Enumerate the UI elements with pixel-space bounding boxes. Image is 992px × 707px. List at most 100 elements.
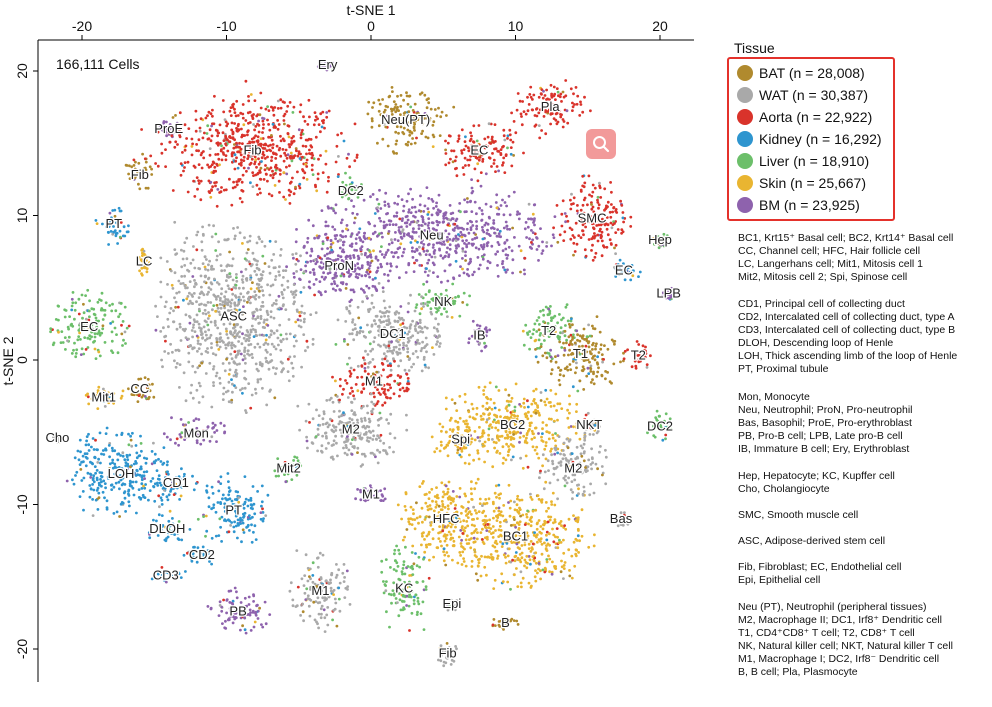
cell-point	[201, 312, 205, 315]
cell-point	[402, 209, 405, 213]
cell-point	[137, 255, 141, 259]
cell-point	[231, 257, 235, 261]
cell-point	[413, 102, 417, 106]
cell-point	[199, 117, 203, 121]
cell-point	[471, 224, 475, 227]
cell-point	[375, 198, 379, 201]
cell-point	[199, 329, 203, 332]
cell-point	[453, 226, 457, 230]
cell-point	[180, 265, 184, 269]
cell-point	[380, 245, 383, 249]
cell-point	[290, 290, 293, 294]
cell-point	[77, 335, 81, 338]
cell-point	[216, 306, 220, 310]
cell-point	[266, 166, 269, 170]
cell-point	[522, 151, 525, 155]
cell-point	[430, 255, 434, 259]
cell-point	[165, 120, 168, 124]
cell-point	[367, 417, 371, 421]
cell-point	[620, 271, 623, 275]
cell-point	[381, 98, 384, 101]
cell-point	[542, 115, 546, 118]
cell-point	[459, 455, 463, 459]
cell-point	[207, 223, 211, 227]
cell-point	[224, 154, 228, 158]
cell-point	[395, 214, 399, 218]
cell-point	[351, 269, 355, 273]
cell-point	[308, 148, 311, 152]
cell-point	[97, 350, 101, 354]
cell-point	[489, 205, 493, 209]
cell-point	[542, 89, 545, 93]
cell-point	[526, 331, 529, 335]
cell-point	[241, 274, 245, 278]
cell-point	[284, 308, 288, 311]
cell-point	[591, 343, 594, 347]
cell-point	[597, 366, 600, 370]
cell-point	[348, 356, 351, 360]
cell-point	[90, 335, 93, 339]
cell-point	[406, 350, 410, 354]
cell-point	[84, 443, 88, 447]
cell-point	[560, 346, 564, 349]
cell-point	[230, 346, 234, 350]
cell-point	[381, 137, 385, 141]
cell-point	[431, 133, 435, 137]
cell-point	[257, 130, 261, 134]
cell-point	[394, 142, 398, 146]
cell-point	[570, 317, 573, 321]
cell-point	[587, 238, 591, 241]
cell-point	[265, 311, 269, 314]
cell-point	[594, 344, 598, 348]
cell-point	[340, 131, 343, 135]
cell-point	[409, 336, 413, 339]
cell-point	[574, 357, 578, 361]
cell-point	[227, 341, 231, 345]
cell-point	[274, 302, 278, 306]
cell-point	[440, 312, 443, 316]
cell-point	[606, 200, 610, 204]
cell-point	[314, 118, 317, 122]
cell-point	[605, 245, 609, 249]
cell-point	[437, 193, 441, 197]
cell-point	[134, 480, 138, 484]
cell-point	[388, 94, 392, 98]
cell-point	[463, 156, 467, 160]
cell-point	[316, 449, 319, 453]
cell-point	[257, 286, 260, 290]
cell-point	[248, 333, 252, 337]
cell-point	[371, 407, 375, 411]
cell-point	[436, 298, 440, 301]
cell-point	[244, 377, 248, 381]
cell-point	[246, 130, 250, 134]
cell-point	[193, 195, 197, 198]
cell-point	[142, 262, 146, 266]
cell-point	[406, 355, 410, 358]
cell-point	[519, 270, 522, 274]
cell-point	[113, 326, 117, 330]
cell-point	[653, 435, 657, 439]
cell-point	[225, 264, 229, 268]
cell-point	[513, 405, 517, 409]
cell-point	[199, 274, 203, 278]
cell-point	[74, 352, 78, 355]
cell-point	[486, 266, 489, 270]
cell-point	[195, 388, 199, 392]
cell-point	[510, 413, 514, 417]
cell-point	[243, 236, 246, 240]
cell-point	[569, 333, 573, 337]
cell-point	[215, 162, 219, 166]
cell-point	[434, 317, 438, 321]
cell-point	[211, 160, 215, 164]
cell-point	[88, 495, 92, 499]
cell-point	[170, 283, 174, 287]
cell-point	[296, 154, 300, 158]
cell-point	[406, 140, 410, 144]
cell-point	[433, 108, 437, 111]
cell-point	[362, 404, 365, 408]
cell-point	[613, 222, 616, 225]
cell-point	[314, 185, 317, 189]
cell-point	[494, 170, 497, 174]
cell-point	[215, 371, 219, 375]
cell-point	[238, 349, 241, 353]
